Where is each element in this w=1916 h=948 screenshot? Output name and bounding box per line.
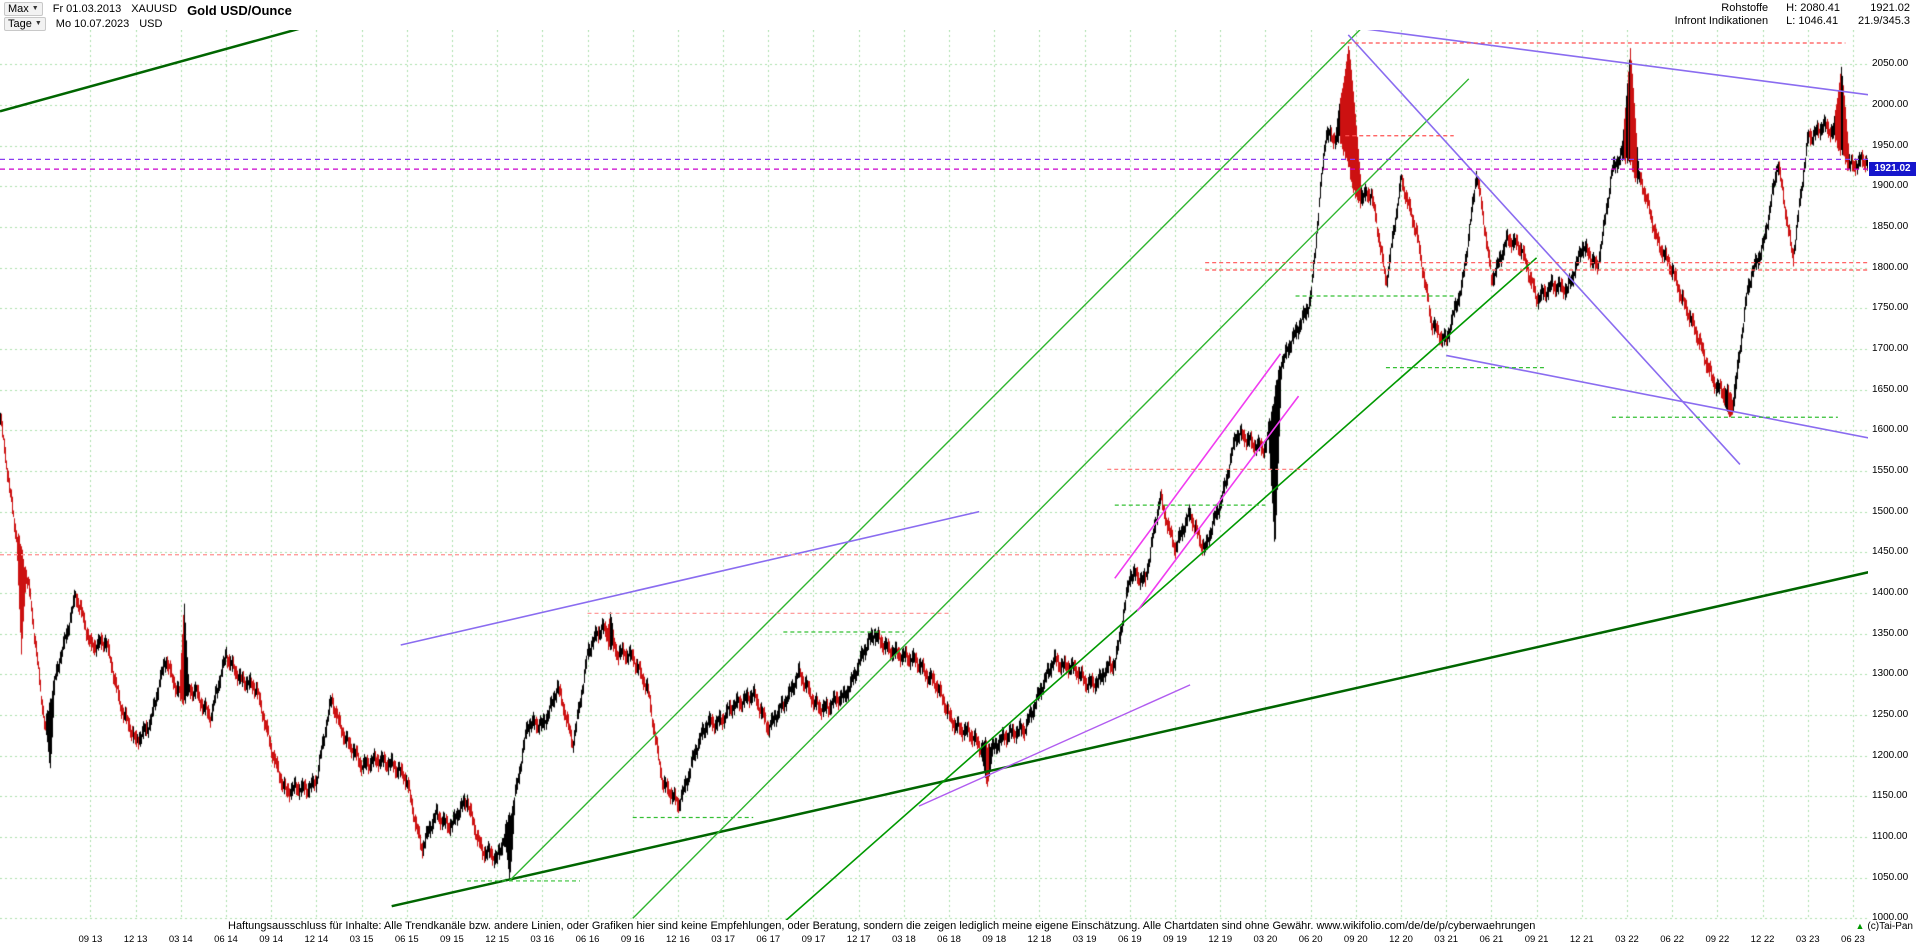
time-axis: 09 13 12 13 03 14 06 14 09 14 12 14 03 15 06 15… <box>0 934 1916 946</box>
end-date: Mo 10.07.2023 <box>55 17 130 30</box>
disclaimer-text: Haftungsausschluss für Inhalte: Alle Tre… <box>228 920 1536 932</box>
symbol: XAUUSD <box>131 2 178 15</box>
range-selector-label: Max <box>8 3 29 15</box>
x-axis-label: 09 22 <box>1705 934 1730 945</box>
y-axis-label: 1800.00 <box>1872 261 1909 273</box>
y-axis-label: 1250.00 <box>1872 708 1909 720</box>
x-axis-label: 06 19 <box>1117 934 1142 945</box>
x-axis-label: 12 14 <box>304 934 329 945</box>
x-axis-label: 03 16 <box>530 934 555 945</box>
x-axis-label: 12 22 <box>1750 934 1775 945</box>
x-axis-label: 03 15 <box>349 934 374 945</box>
x-axis-label: 06 17 <box>756 934 781 945</box>
change-info: 21.9/345.3 <box>1858 15 1910 27</box>
x-axis-label: 06 22 <box>1660 934 1685 945</box>
price-chart-canvas[interactable] <box>0 30 1868 920</box>
header: Max ▼ Fr 01.03.2013 XAUUSD Tage ▼ Mo 10.… <box>0 0 1916 31</box>
period-selector-label: Tage <box>8 18 32 30</box>
currency: USD <box>139 17 163 30</box>
y-axis-label: 1400.00 <box>1872 586 1909 598</box>
x-axis-label: 06 23 <box>1841 934 1865 945</box>
y-axis-label: 1550.00 <box>1872 464 1909 476</box>
x-axis-label: 09 18 <box>982 934 1007 945</box>
y-axis-label: 2050.00 <box>1872 58 1909 70</box>
chevron-down-icon: ▼ <box>34 20 42 27</box>
source-label: Infront Indikationen <box>1674 15 1769 27</box>
period-low-label: L: 1046.41 <box>1786 15 1839 27</box>
header-left: Max ▼ Fr 01.03.2013 XAUUSD Tage ▼ Mo 10.… <box>0 0 177 31</box>
x-axis-label: 12 20 <box>1389 934 1413 945</box>
y-axis-label: 1600.00 <box>1872 424 1909 436</box>
x-axis-label: 12 19 <box>1208 934 1233 945</box>
chart-title: Gold USD/Ounce <box>187 3 292 18</box>
x-axis-label: 06 15 <box>394 934 419 945</box>
y-axis-label: 1200.00 <box>1872 749 1909 761</box>
x-axis-label: 03 21 <box>1434 934 1459 945</box>
up-arrow-icon: ▲ <box>1855 921 1865 931</box>
y-axis-label: 1150.00 <box>1872 790 1908 802</box>
y-axis-label: 1650.00 <box>1872 383 1909 395</box>
y-axis-label: 1500.00 <box>1872 505 1909 517</box>
x-axis-label: 06 21 <box>1479 934 1504 945</box>
y-axis-label: 1300.00 <box>1872 668 1909 680</box>
range-selector[interactable]: Max ▼ <box>4 2 43 16</box>
x-axis-label: 03 19 <box>1072 934 1097 945</box>
start-date: Fr 01.03.2013 <box>52 2 122 15</box>
x-axis-label: 03 22 <box>1615 934 1639 945</box>
x-axis-label: 03 18 <box>891 934 916 945</box>
exchange-label: Rohstoffe <box>1721 2 1769 14</box>
x-axis-label: 09 21 <box>1524 934 1549 945</box>
y-axis-label: 1900.00 <box>1872 180 1909 192</box>
y-axis-label: 1050.00 <box>1872 871 1909 883</box>
x-axis-label: 09 20 <box>1343 934 1368 945</box>
period-selector[interactable]: Tage ▼ <box>4 17 46 31</box>
y-axis-label: 1450.00 <box>1872 546 1909 558</box>
header-right: Rohstoffe Infront Indikationen H: 2080.4… <box>1675 0 1916 28</box>
last-price-badge: 1921.02 <box>1869 162 1916 177</box>
y-axis-label: 1350.00 <box>1872 627 1909 639</box>
x-axis-label: 06 16 <box>575 934 600 945</box>
copyright-text: (c)Tai-Pan <box>1867 921 1913 932</box>
x-axis-label: 06 18 <box>937 934 961 945</box>
period-high-label: H: 2080.41 <box>1786 2 1840 14</box>
x-axis-label: 03 20 <box>1253 934 1278 945</box>
x-axis-label: 06 14 <box>214 934 238 945</box>
x-axis-label: 12 13 <box>123 934 148 945</box>
price-axis: 2050.00 2000.00 1950.00 1900.00 1850.00 1800.… <box>1870 30 1916 924</box>
x-axis-label: 03 23 <box>1795 934 1820 945</box>
x-axis-label: 09 16 <box>620 934 645 945</box>
copyright: ▲ (c)Tai-Pan <box>1856 920 1914 933</box>
y-axis-label: 1100.00 <box>1872 831 1908 843</box>
chevron-down-icon: ▼ <box>31 5 39 12</box>
x-axis-label: 12 17 <box>846 934 871 945</box>
x-axis-label: 12 21 <box>1569 934 1594 945</box>
last-price-value: 1921.02 <box>1870 2 1910 14</box>
x-axis-label: 12 15 <box>485 934 510 945</box>
x-axis-label: 12 16 <box>666 934 690 945</box>
x-axis-label: 03 14 <box>168 934 193 945</box>
x-axis-label: 03 17 <box>711 934 735 945</box>
y-axis-label: 2000.00 <box>1872 98 1909 110</box>
y-axis-label: 1950.00 <box>1872 139 1909 151</box>
x-axis-label: 06 20 <box>1298 934 1323 945</box>
x-axis-label: 12 18 <box>1027 934 1052 945</box>
y-axis-label: 1000.00 <box>1872 912 1909 924</box>
y-axis-label: 1700.00 <box>1872 342 1909 354</box>
x-axis-label: 09 17 <box>801 934 826 945</box>
y-axis-label: 1750.00 <box>1872 302 1909 314</box>
x-axis-label: 09 14 <box>259 934 284 945</box>
x-axis-label: 09 15 <box>440 934 464 945</box>
x-axis-label: 09 13 <box>78 934 103 945</box>
y-axis-label: 1850.00 <box>1872 220 1909 232</box>
x-axis-label: 09 19 <box>1163 934 1187 945</box>
